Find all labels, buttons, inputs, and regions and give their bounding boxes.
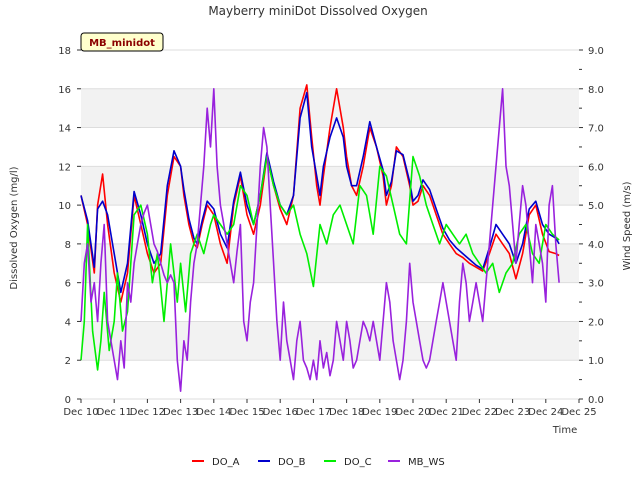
series-line-do-c bbox=[80, 155, 560, 371]
x-tick-label: Dec 14 bbox=[196, 407, 231, 418]
x-tick-label: Dec 17 bbox=[296, 407, 331, 418]
grid-band bbox=[81, 321, 579, 361]
x-tick-label: Dec 10 bbox=[63, 407, 98, 418]
y2-tick-label: 8.0 bbox=[588, 85, 604, 96]
y2-tick-label: 7.0 bbox=[588, 124, 604, 135]
legend-item: DO_B bbox=[258, 457, 306, 468]
x-tick-label: Dec 18 bbox=[329, 407, 364, 418]
y-tick-label: 12 bbox=[58, 162, 71, 173]
legend: DO_A DO_B DO_C MB_WS bbox=[192, 457, 445, 468]
y2-tick-label: 2.0 bbox=[588, 317, 604, 328]
annotation-label: MB_minidot bbox=[89, 38, 155, 49]
y-axis-right: 0.0 1.0 2.0 3.0 4.0 5.0 6.0 7.0 8.0 9.0 bbox=[579, 46, 604, 406]
x-tick-label: Dec 24 bbox=[528, 407, 563, 418]
y-tick-label: 18 bbox=[58, 46, 71, 57]
y-axis-left: 0 2 4 6 8 10 12 14 16 18 bbox=[58, 46, 81, 406]
x-tick-label: Dec 15 bbox=[229, 407, 264, 418]
x-tick-label: Dec 13 bbox=[163, 407, 198, 418]
series-line-mb-ws bbox=[80, 88, 560, 393]
legend-item: DO_C bbox=[324, 457, 372, 468]
y2-tick-label: 0.0 bbox=[588, 395, 604, 406]
legend-item: DO_A bbox=[192, 457, 240, 468]
y2-tick-label: 4.0 bbox=[588, 240, 604, 251]
y2-tick-label: 9.0 bbox=[588, 46, 604, 57]
y2-tick-label: 3.0 bbox=[588, 279, 604, 290]
grid-band bbox=[81, 88, 579, 128]
y-tick-label: 6 bbox=[65, 279, 71, 290]
y-tick-label: 14 bbox=[58, 124, 71, 135]
y-tick-label: 8 bbox=[65, 240, 71, 251]
x-tick-label: Dec 22 bbox=[462, 407, 497, 418]
x-tick-label: Dec 20 bbox=[395, 407, 430, 418]
legend-label: DO_B bbox=[278, 457, 306, 468]
x-tick-label: Dec 23 bbox=[495, 407, 530, 418]
grid-band bbox=[81, 166, 579, 206]
x-axis-label: Time bbox=[552, 425, 577, 436]
x-tick-label: Dec 25 bbox=[561, 407, 596, 418]
y2-tick-label: 1.0 bbox=[588, 356, 604, 367]
plot-area bbox=[80, 49, 579, 400]
series-layer bbox=[80, 84, 560, 393]
y2-tick-label: 6.0 bbox=[588, 162, 604, 173]
legend-label: DO_C bbox=[344, 457, 372, 468]
y2-axis-label: Wind Speed (m/s) bbox=[622, 181, 633, 270]
y-tick-label: 16 bbox=[58, 85, 71, 96]
y2-tick-label: 5.0 bbox=[588, 201, 604, 212]
series-line-do-a bbox=[80, 84, 560, 303]
y-tick-label: 4 bbox=[65, 317, 71, 328]
x-tick-label: Dec 11 bbox=[97, 407, 132, 418]
y-tick-label: 10 bbox=[58, 201, 71, 212]
y-tick-label: 0 bbox=[65, 395, 71, 406]
x-tick-label: Dec 21 bbox=[429, 407, 464, 418]
y-axis-label: Dissolved Oxygen (mg/l) bbox=[9, 166, 20, 289]
legend-label: MB_WS bbox=[408, 457, 445, 468]
annotation-box: MB_minidot bbox=[80, 32, 164, 52]
x-tick-label: Dec 19 bbox=[362, 407, 397, 418]
series-line-do-b bbox=[80, 91, 560, 294]
x-tick-label: Dec 16 bbox=[263, 407, 298, 418]
chart-title: Mayberry miniDot Dissolved Oxygen bbox=[208, 4, 427, 18]
y-tick-label: 2 bbox=[65, 356, 71, 367]
x-tick-label: Dec 12 bbox=[130, 407, 165, 418]
legend-item: MB_WS bbox=[388, 457, 445, 468]
legend-label: DO_A bbox=[212, 457, 240, 468]
